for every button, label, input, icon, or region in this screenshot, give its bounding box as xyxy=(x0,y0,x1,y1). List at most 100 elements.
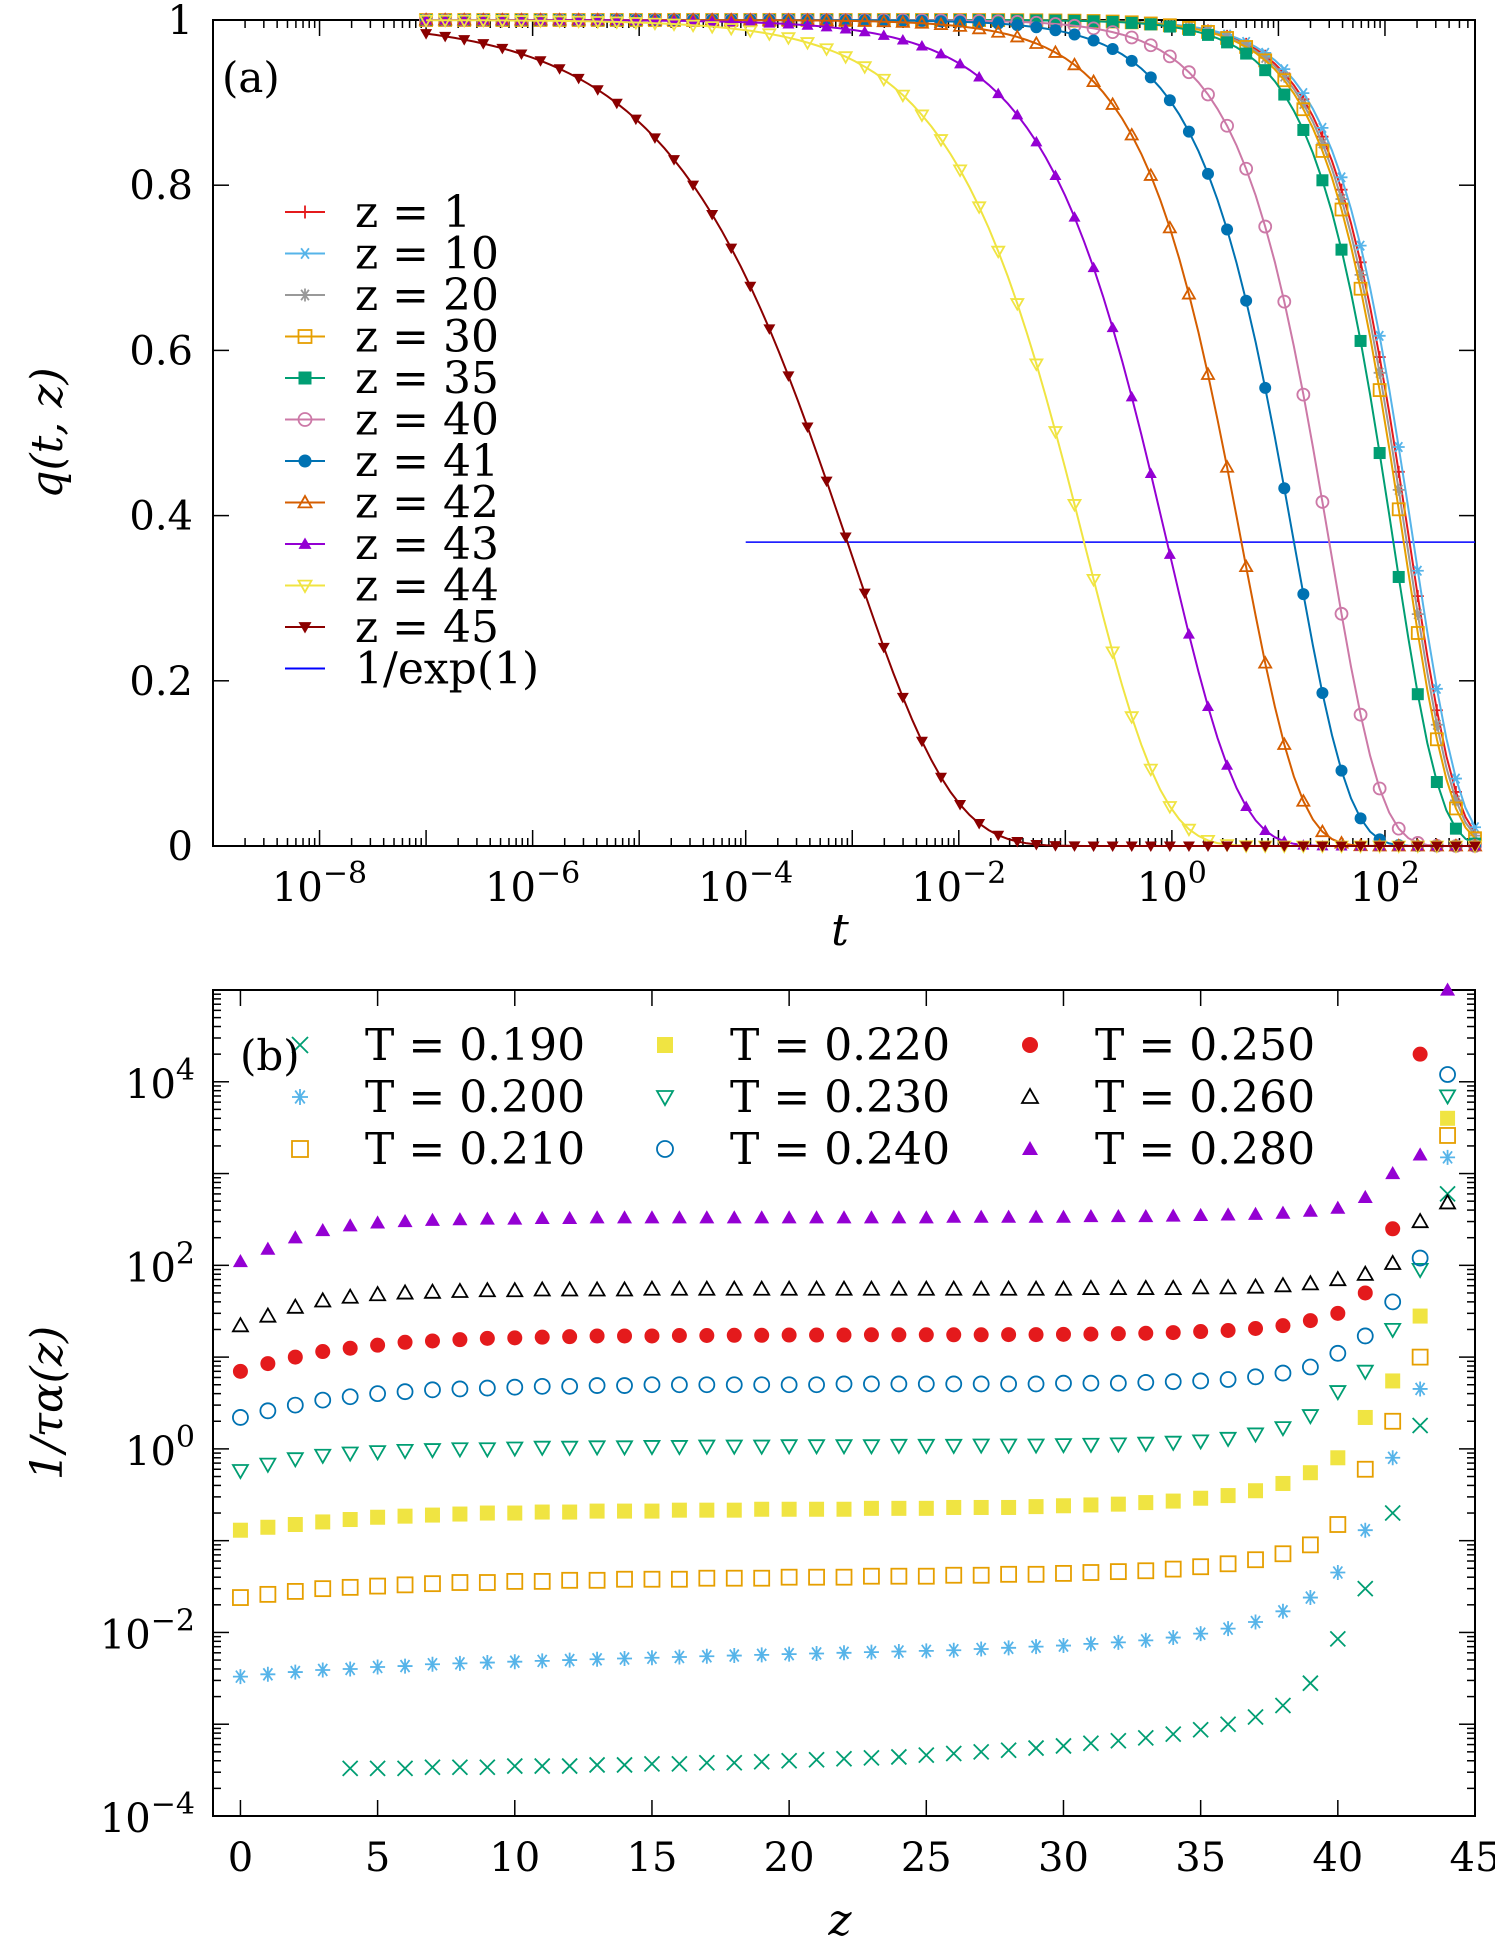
data-point xyxy=(1301,1358,1319,1376)
data-point xyxy=(752,1279,771,1296)
data-point xyxy=(451,1759,469,1776)
data-point xyxy=(1192,1558,1210,1576)
data-point xyxy=(1330,1564,1346,1580)
data-point xyxy=(687,180,700,192)
data-point xyxy=(423,1282,442,1299)
data-point xyxy=(1316,174,1329,187)
series-t-0-250 xyxy=(232,1046,1428,1379)
data-point xyxy=(725,1376,743,1394)
series-t-0-200 xyxy=(232,1149,1456,1685)
data-point xyxy=(1011,19,1024,32)
data-point xyxy=(782,371,795,382)
data-point xyxy=(1356,1460,1374,1478)
series-t-0-240 xyxy=(232,1066,1456,1426)
data-point xyxy=(341,1578,359,1596)
data-point xyxy=(643,1755,661,1772)
data-point xyxy=(258,1306,277,1323)
data-point xyxy=(725,243,738,255)
data-point xyxy=(726,1502,742,1518)
data-point xyxy=(1068,28,1081,41)
data-point xyxy=(1106,841,1119,852)
panel-a-xlabel: t xyxy=(831,905,849,956)
data-point xyxy=(1182,841,1195,852)
data-point xyxy=(315,1662,331,1678)
data-point xyxy=(1105,25,1120,40)
data-point xyxy=(616,1756,633,1774)
data-point xyxy=(395,1283,415,1300)
data-point xyxy=(1030,14,1043,27)
data-point xyxy=(1469,821,1481,833)
data-point xyxy=(451,1574,469,1591)
data-point xyxy=(1238,558,1254,573)
data-point xyxy=(1049,24,1062,37)
data-point xyxy=(534,1504,550,1520)
data-point xyxy=(479,1211,495,1225)
data-point xyxy=(450,1442,469,1459)
data-point xyxy=(992,830,1005,842)
data-point xyxy=(1392,841,1405,852)
data-point xyxy=(1082,1374,1100,1392)
legend-entry-z-43: z = 43 xyxy=(285,519,499,570)
data-point xyxy=(1440,1110,1456,1126)
data-point xyxy=(1054,1438,1073,1455)
legend-label: z = 20 xyxy=(355,270,499,321)
x-tick-label: 25 xyxy=(901,1835,952,1881)
data-point xyxy=(1030,135,1043,147)
data-point xyxy=(1011,108,1024,120)
data-point xyxy=(341,1388,359,1406)
data-point xyxy=(1302,1675,1319,1692)
data-point xyxy=(1193,1626,1209,1642)
data-point xyxy=(838,51,854,65)
legend-entry-z-41: z = 41 xyxy=(285,436,499,487)
data-point xyxy=(1181,823,1197,837)
data-point xyxy=(973,1499,989,1515)
data-point xyxy=(1259,841,1272,852)
data-point xyxy=(890,1748,908,1766)
data-point xyxy=(1273,1421,1293,1438)
data-point xyxy=(945,1745,962,1762)
data-point xyxy=(1430,718,1443,731)
data-point xyxy=(1278,841,1291,852)
data-point xyxy=(1201,87,1215,102)
data-point xyxy=(699,1210,715,1224)
data-point xyxy=(1192,1372,1210,1390)
data-point xyxy=(534,1653,550,1669)
data-point xyxy=(617,1210,633,1224)
data-point xyxy=(1411,1249,1429,1267)
data-point xyxy=(615,1440,634,1457)
legend-swatch-marker xyxy=(1020,1087,1040,1104)
data-point xyxy=(396,1760,414,1777)
data-point xyxy=(1182,65,1196,80)
data-point xyxy=(808,1376,825,1394)
data-point xyxy=(1411,1212,1430,1229)
data-point xyxy=(231,1464,250,1480)
data-point xyxy=(1248,1206,1264,1220)
data-point xyxy=(1412,1381,1428,1397)
data-point xyxy=(944,1279,963,1296)
data-point xyxy=(1410,626,1425,640)
data-point xyxy=(754,1501,770,1517)
data-point xyxy=(1330,1450,1346,1466)
data-point xyxy=(896,33,909,45)
data-point xyxy=(744,281,757,293)
data-point xyxy=(1302,1590,1318,1606)
data-point xyxy=(1165,1325,1181,1341)
data-point xyxy=(971,20,987,35)
data-point xyxy=(478,1379,496,1397)
data-point xyxy=(643,1570,661,1588)
data-point xyxy=(973,1209,989,1223)
data-point xyxy=(1144,841,1157,852)
data-point xyxy=(819,43,835,57)
data-point xyxy=(725,1439,744,1456)
x-tick-label: 102 xyxy=(1350,856,1420,911)
data-point xyxy=(1372,383,1387,397)
data-point xyxy=(1026,1279,1046,1296)
data-point xyxy=(781,1210,797,1224)
data-point xyxy=(1055,1638,1071,1654)
data-point xyxy=(799,37,816,51)
data-point xyxy=(396,1576,414,1594)
data-point xyxy=(397,1658,413,1674)
data-point xyxy=(992,87,1005,99)
data-point xyxy=(1357,1409,1373,1425)
legend-label: z = 44 xyxy=(355,561,499,612)
